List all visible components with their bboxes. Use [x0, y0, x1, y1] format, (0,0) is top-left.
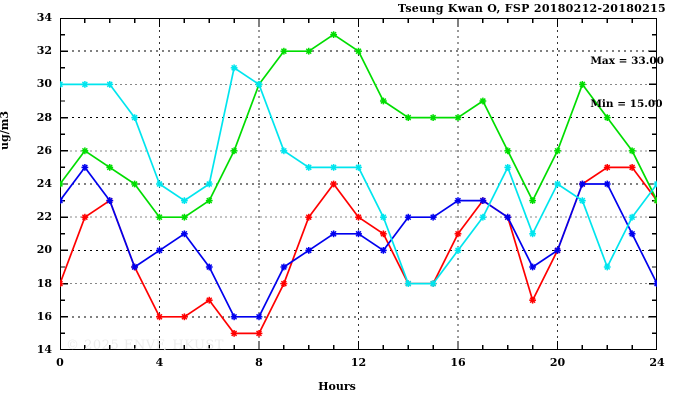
- y-tick-label: 28: [36, 110, 52, 124]
- y-tick-label: 18: [36, 276, 52, 290]
- x-tick-label: 8: [255, 356, 263, 369]
- stats-annotation: Max = 33.00 Min = 15.00: [590, 26, 664, 139]
- y-tick-label: 16: [36, 309, 52, 323]
- x-tick-label: 20: [549, 356, 566, 369]
- y-axis-label: ug/m3: [0, 111, 11, 150]
- max-value-label: Max = 33.00: [590, 55, 664, 68]
- x-axis-label: Hours: [318, 380, 356, 393]
- y-tick-label: 24: [36, 177, 52, 190]
- y-tick-label: 14: [36, 343, 52, 356]
- x-tick-label: 24: [649, 356, 665, 369]
- x-tick-label: 12: [350, 356, 367, 369]
- y-tick-label: 30: [36, 77, 52, 91]
- y-tick-label: 32: [36, 44, 52, 58]
- chart-canvas: [60, 18, 657, 350]
- x-tick-label: 16: [450, 356, 466, 369]
- y-tick-label: 26: [36, 143, 52, 157]
- x-tick-label: 0: [56, 356, 64, 369]
- y-tick-label: 22: [36, 210, 52, 224]
- x-tick-label: 4: [155, 356, 164, 369]
- y-tick-label: 34: [36, 11, 52, 24]
- chart-title: Tseung Kwan O, FSP 20180212-20180215: [397, 2, 666, 15]
- plot-area: [60, 18, 657, 350]
- y-tick-label: 20: [36, 243, 52, 257]
- min-value-label: Min = 15.00: [590, 97, 663, 110]
